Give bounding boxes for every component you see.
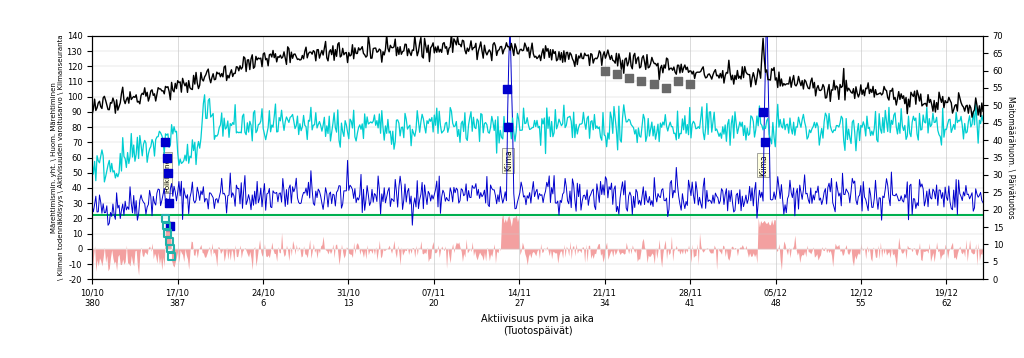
Point (163, 253, 179, 259)
Point (757, 139, 773, 145)
Point (159, 223, 175, 229)
Y-axis label: Märehtimismin. yht. \ Huom. Märehtiminen
\ Kiiman todennäköisyys \ Aktivisuuden : Märehtimismin. yht. \ Huom. Märehtiminen… (51, 35, 63, 280)
Point (162, 246, 178, 252)
Point (597, 68, 613, 73)
Point (645, 82, 662, 87)
Point (159, 155, 175, 160)
Point (621, 75, 637, 81)
Text: Poikiminen: Poikiminen (165, 154, 171, 192)
Point (160, 170, 176, 175)
Y-axis label: Maitomäärähuom. \ Päivätuotos: Maitomäärähuom. \ Päivätuotos (1007, 96, 1015, 219)
X-axis label: Aktiivisuus pvm ja aika
(Tuotospäivät): Aktiivisuus pvm ja aika (Tuotospäivät) (481, 314, 594, 335)
Point (161, 200, 177, 206)
Point (161, 238, 177, 244)
Point (499, 86, 515, 92)
Text: Kiima: Kiima (759, 154, 768, 176)
Text: Kiima: Kiima (504, 150, 513, 171)
Point (162, 223, 178, 229)
Point (160, 231, 176, 236)
Point (158, 216, 174, 221)
Point (670, 78, 686, 84)
Point (500, 124, 516, 130)
Point (682, 82, 698, 87)
Point (158, 139, 174, 145)
Point (608, 71, 625, 77)
Point (657, 85, 674, 91)
Point (633, 78, 649, 84)
Point (755, 109, 771, 115)
